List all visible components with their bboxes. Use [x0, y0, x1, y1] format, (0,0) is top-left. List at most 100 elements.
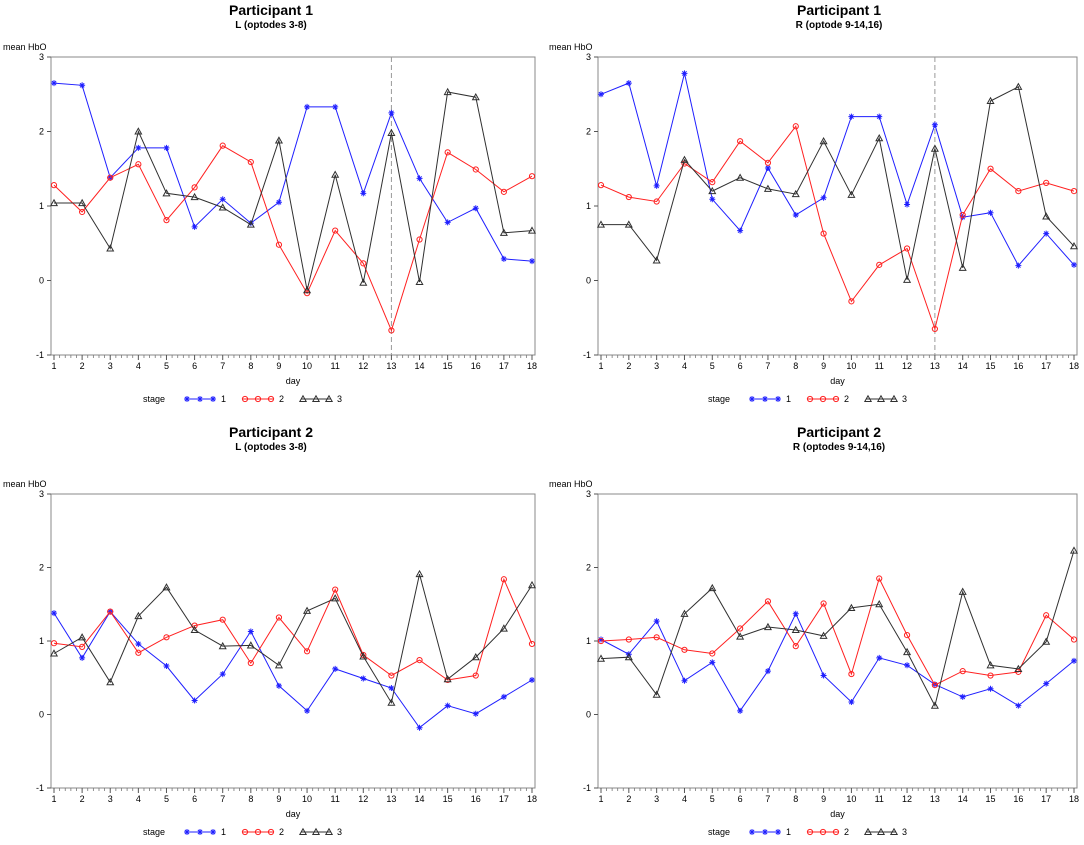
x-tick-label: 13 [930, 361, 940, 371]
y-tick-label: 1 [586, 201, 591, 211]
legend-label-3: 3 [337, 394, 342, 404]
x-tick-label: 7 [765, 361, 770, 371]
data-point [903, 647, 912, 656]
y-tick-label: 3 [39, 489, 44, 499]
x-tick-label: 15 [986, 794, 996, 804]
data-point [332, 586, 339, 593]
data-point [709, 659, 716, 666]
legend-label-3: 3 [902, 394, 907, 404]
y-tick-label: 3 [586, 489, 591, 499]
legend-marker [749, 396, 755, 402]
data-point [763, 184, 772, 192]
y-axis-label: mean HbO [549, 479, 593, 489]
data-point [190, 625, 199, 634]
data-point [303, 285, 312, 294]
data-point [49, 198, 59, 207]
y-tick-label: 0 [586, 276, 591, 286]
legend-marker [806, 395, 814, 403]
data-point [416, 657, 423, 664]
y-tick-label: 1 [39, 636, 44, 646]
data-point [134, 127, 143, 135]
legend-label-1: 1 [221, 394, 226, 404]
series-line-2 [600, 125, 1075, 331]
data-point [931, 325, 938, 333]
x-tick-label: 15 [443, 361, 453, 371]
x-tick-label: 5 [164, 361, 169, 371]
legend-title: stage [143, 827, 165, 837]
chart-panel-p1-left: Participant 1 L (optodes 3-8) mean HbO -1 0 1… [3, 2, 537, 404]
data-point [931, 121, 938, 128]
data-point [792, 610, 799, 617]
data-point [529, 676, 535, 683]
legend-marker [889, 827, 899, 836]
series-line-3 [53, 573, 533, 705]
x-tick-label: 1 [51, 361, 56, 371]
data-point [986, 661, 995, 669]
data-point [848, 670, 855, 678]
data-point [1071, 261, 1077, 268]
data-point [709, 179, 716, 186]
data-point [681, 677, 688, 684]
y-tick-label: 1 [586, 636, 591, 646]
data-point [472, 205, 479, 212]
data-point [625, 80, 632, 87]
data-point [1042, 212, 1051, 220]
data-point [191, 697, 198, 704]
series-3 [596, 82, 1079, 283]
data-point [359, 278, 368, 286]
data-point [624, 652, 633, 661]
data-point [529, 258, 535, 265]
x-tick-label: 9 [276, 361, 281, 371]
chart-panel-p2-right: Participant 2 R (optodes 9-14,16) mean HbO… [549, 424, 1079, 837]
chart-subtitle: L (optodes 3-8) [235, 20, 306, 31]
x-tick-label: 4 [136, 794, 141, 804]
legend-marker [298, 394, 308, 403]
data-point [274, 136, 283, 144]
x-tick-label: 8 [248, 794, 253, 804]
data-point [737, 138, 744, 145]
data-point [135, 640, 142, 647]
data-point [472, 710, 479, 717]
data-point [246, 641, 255, 649]
legend-marker [775, 829, 781, 835]
data-point [416, 236, 423, 243]
data-point [791, 625, 800, 634]
x-tick-label: 3 [654, 361, 659, 371]
x-tick-label: 5 [710, 794, 715, 804]
data-point [764, 165, 771, 172]
series-line-1 [600, 612, 1075, 712]
y-tick-label: 2 [39, 127, 44, 137]
x-tick-label: 15 [986, 361, 996, 371]
data-point [876, 261, 883, 268]
data-point [246, 220, 255, 228]
legend-marker [762, 829, 768, 835]
data-point [653, 618, 660, 625]
series-line-1 [53, 82, 533, 262]
data-point [875, 600, 884, 608]
x-tick-label: 7 [765, 794, 770, 804]
data-point [79, 654, 86, 661]
data-point [875, 133, 884, 142]
chart-subtitle: R (optode 9-14,16) [796, 20, 883, 31]
data-point [416, 175, 423, 182]
x-tick-label: 10 [846, 794, 856, 804]
chart-panel-p2-left: Participant 2 L (optodes 3-8) mean HbO -1 0 1… [3, 424, 537, 837]
legend-label-2: 2 [279, 394, 284, 404]
x-tick-label: 4 [682, 361, 687, 371]
legend-marker [210, 396, 216, 402]
data-point [388, 672, 395, 679]
x-tick-label: 9 [821, 361, 826, 371]
legend-marker [775, 396, 781, 402]
y-tick-label: 2 [39, 563, 44, 573]
series-1 [51, 80, 535, 265]
y-tick-label: 2 [586, 127, 591, 137]
x-tick-label: 11 [875, 794, 884, 804]
x-tick-label: 17 [499, 794, 509, 804]
x-tick-label: 8 [793, 794, 798, 804]
series-2 [597, 575, 1078, 689]
data-point [332, 665, 339, 672]
data-point [1071, 657, 1077, 664]
x-tick-label: 10 [302, 361, 312, 371]
data-point [819, 631, 828, 639]
y-tick-label: -1 [583, 350, 591, 360]
